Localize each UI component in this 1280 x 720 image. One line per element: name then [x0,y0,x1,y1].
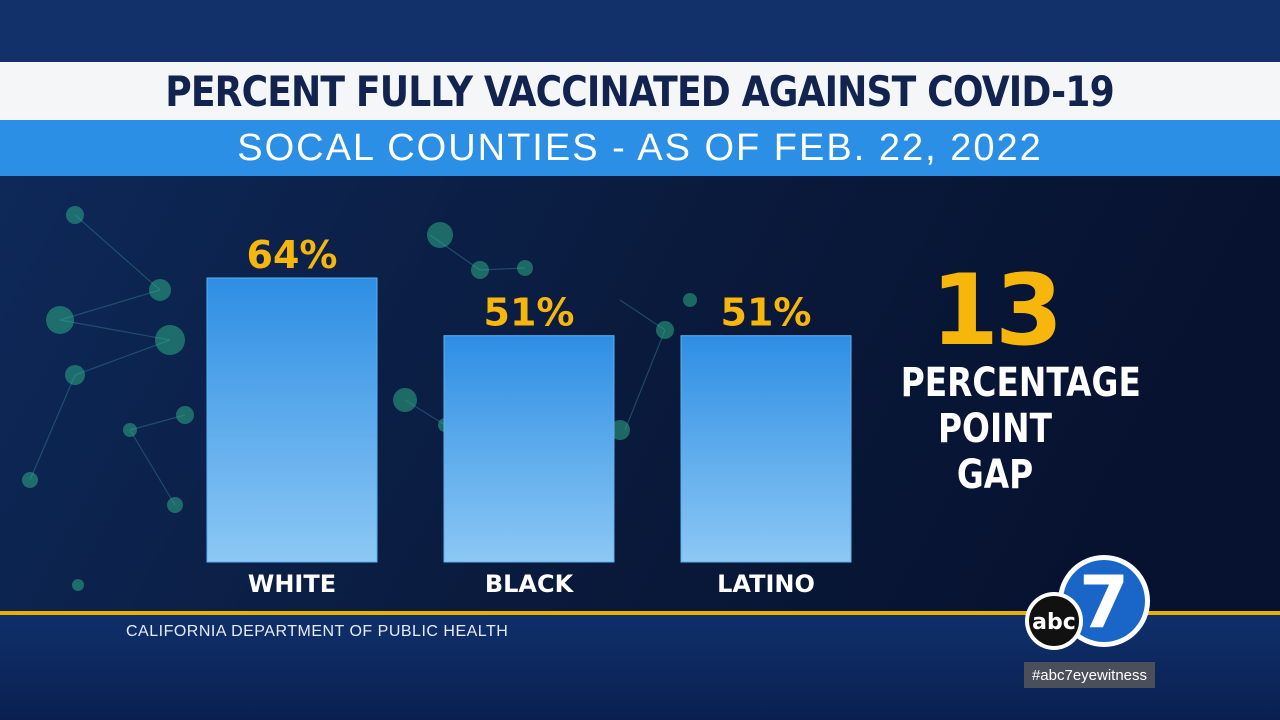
hashtag-badge: #abc7eyewitness [1024,662,1155,688]
gap-number: 13 [930,254,1063,368]
value-label-black: 51% [484,291,575,335]
title-bar: PERCENT FULLY VACCINATED AGAINST COVID-1… [0,62,1280,120]
chart-subtitle: SOCAL COUNTIES - AS OF FEB. 22, 2022 [237,126,1043,169]
value-label-white: 64% [247,233,338,277]
logo-abc-text: abc [1032,610,1076,635]
category-label-latino: LATINO [717,570,815,598]
subtitle-bar: SOCAL COUNTIES - AS OF FEB. 22, 2022 [0,120,1280,176]
network-nodes [22,206,697,591]
gap-label-line-1: PERCENTAGE [900,360,1141,406]
bar-chart: 64% WHITE 51% BLACK 51% LATINO [206,233,852,598]
category-label-black: BLACK [485,570,575,598]
network-pattern [29,214,666,506]
footer-divider [0,611,1280,615]
abc7-logo: 7 abc [1025,555,1150,650]
source-credit: CALIFORNIA DEPARTMENT OF PUBLIC HEALTH [126,623,509,640]
category-label-white: WHITE [248,570,336,598]
gap-label-line-2: POINT [938,406,1052,452]
gap-callout: 13 PERCENTAGE POINT GAP [880,254,1141,512]
chart-title: PERCENT FULLY VACCINATED AGAINST COVID-1… [165,66,1115,116]
gap-label-line-3: GAP [956,452,1034,498]
bar-white [206,277,378,563]
logo-numeral: 7 [1079,560,1129,644]
bar-latino [680,335,852,563]
bar-black [443,335,615,563]
value-label-latino: 51% [721,291,812,335]
